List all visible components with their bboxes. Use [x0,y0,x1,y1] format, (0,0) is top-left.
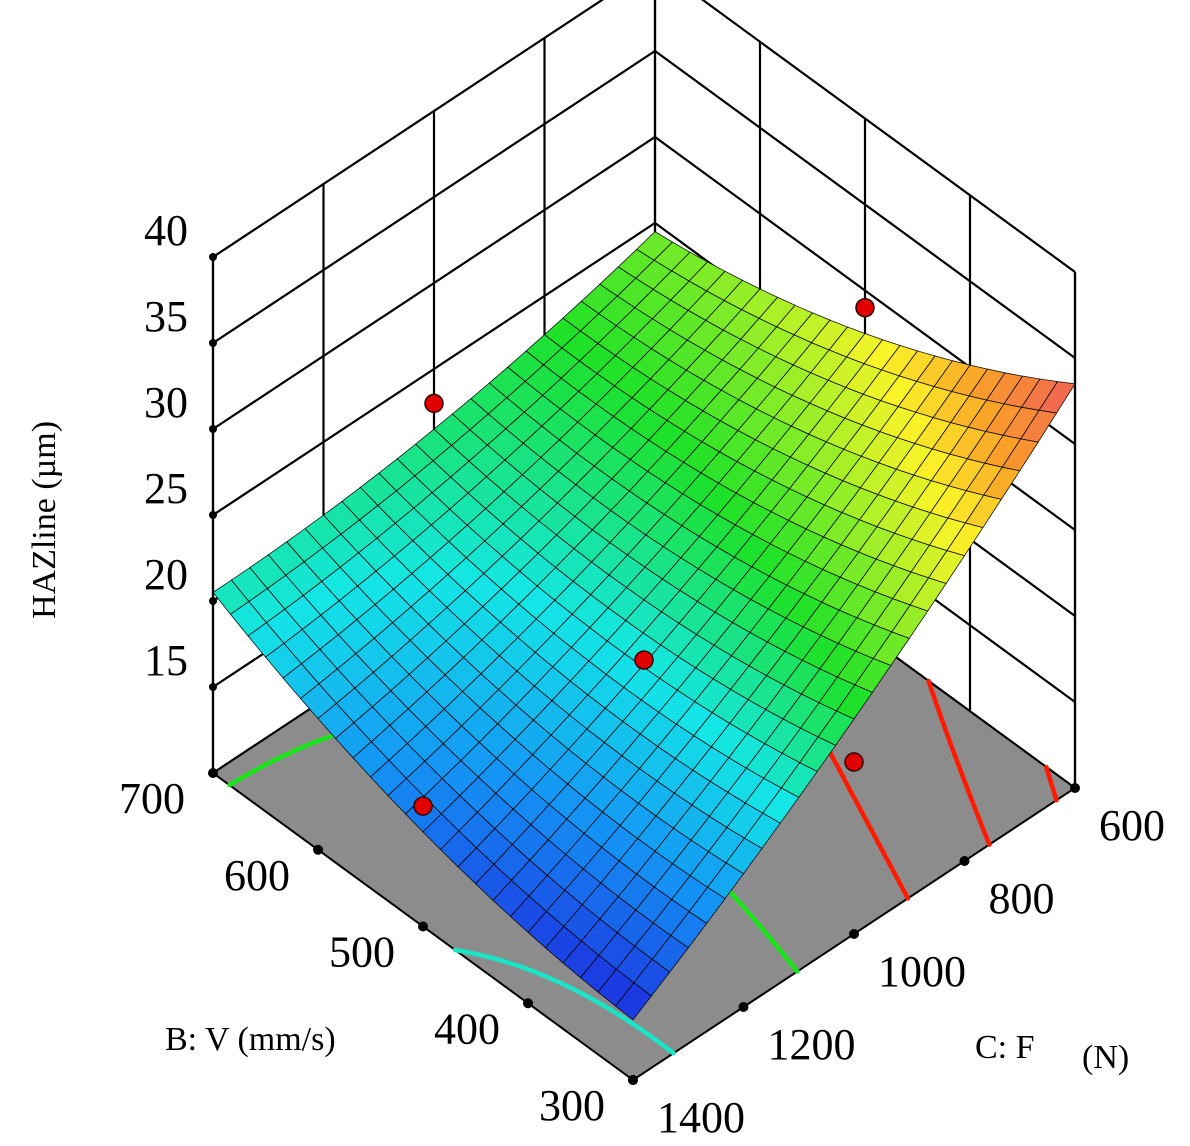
z-tick-label: 30 [144,378,188,427]
design-point [424,393,444,414]
f-tick-mark [1070,783,1080,793]
f-tick-mark [738,1002,749,1012]
v-tick-mark [523,998,533,1009]
z-tick-mark [209,511,217,519]
z-tick-mark [209,339,217,347]
z-tick-label: 20 [144,550,188,599]
v-tick-label: 400 [434,1004,500,1053]
design-point [634,650,654,670]
z-tick-label: 15 [144,636,188,685]
v-tick-mark [418,921,428,932]
f-tick-mark [849,929,859,939]
tick-labels: 15 20 25 30 35 40 300 400 500 600 700 600 800 1000 120… [119,206,1165,1142]
f-axis-title-part2: (N) [1082,1039,1129,1076]
design-point [844,752,864,772]
z-tick-mark [209,597,217,605]
z-tick-mark [209,425,217,433]
design-point [413,796,433,816]
z-tick-label: 25 [144,464,188,513]
f-tick-label: 1000 [878,947,966,996]
wall-grid-line [212,49,1076,359]
f-tick-mark [959,856,970,866]
z-tick-label: 35 [144,292,188,341]
wall-grid-line [212,0,1076,273]
contour-line [1043,764,1059,803]
v-tick-label: 500 [329,928,395,977]
f-tick-label: 800 [989,874,1055,923]
f-axis-title-part1: C: F [975,1029,1035,1066]
design-points [413,297,875,816]
v-tick-mark [313,844,323,855]
z-axis-title: HAZline (µm) [26,421,63,619]
surface-cell [614,982,652,1021]
v-tick-label: 700 [119,774,185,823]
f-tick-label: 1200 [768,1020,856,1069]
v-tick-label: 600 [224,851,290,900]
z-tick-label: 40 [144,206,188,255]
v-axis-title: B: V (mm/s) [165,1021,336,1058]
f-tick-label: 600 [1099,801,1165,850]
contour-line [926,678,992,847]
z-tick-mark [209,253,217,261]
f-tick-mark [628,1075,638,1085]
wall-grid-line [212,135,1076,445]
v-tick-label: 300 [539,1081,605,1130]
z-tick-mark [209,683,217,691]
contour-line [452,947,676,1056]
response-surface [212,231,1076,1021]
design-point [855,297,875,318]
f-tick-label: 1400 [657,1093,745,1142]
v-tick-mark [208,768,218,778]
front-axes [208,253,1080,1085]
